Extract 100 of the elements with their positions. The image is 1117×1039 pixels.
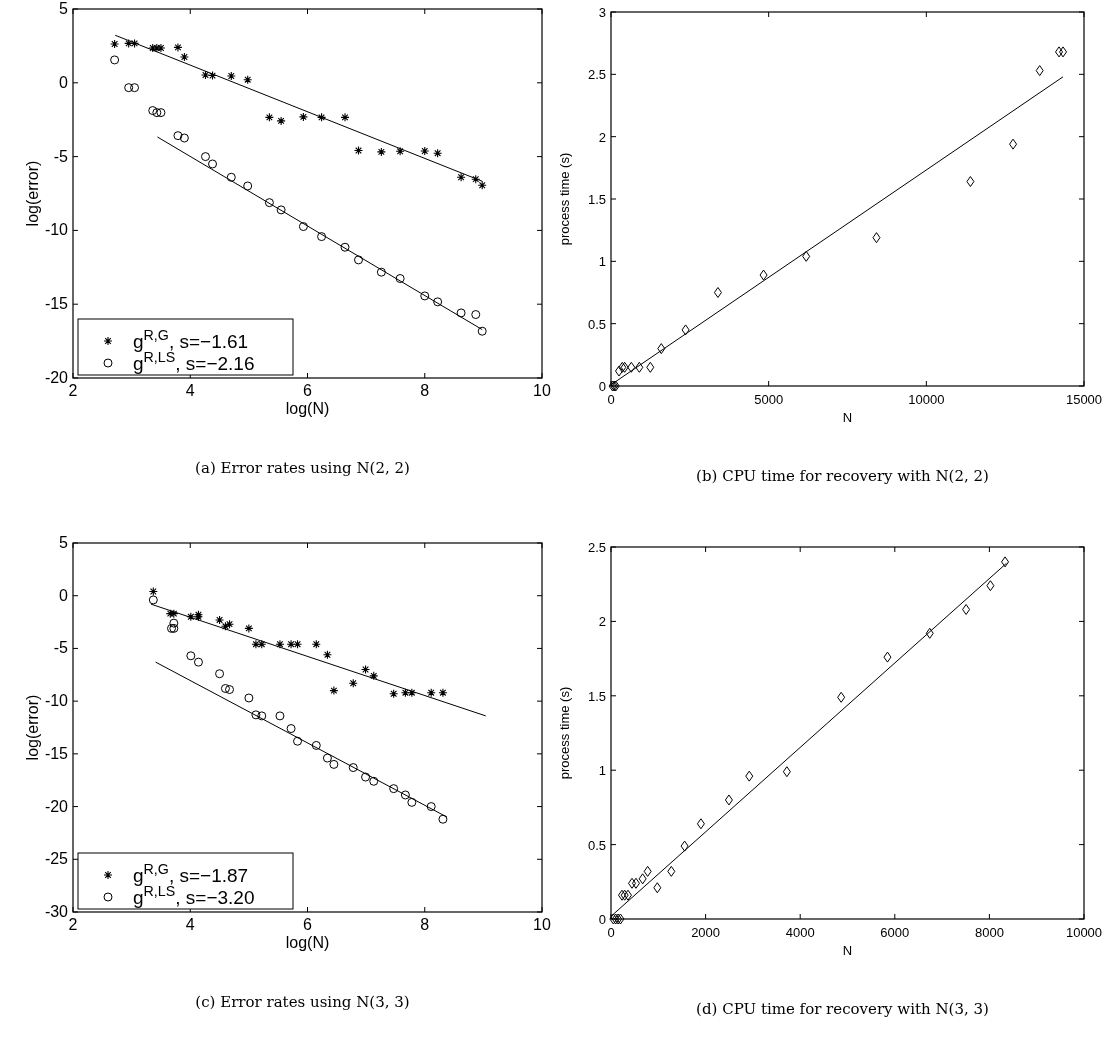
x-tick-label: 8 — [420, 916, 430, 933]
point — [395, 274, 405, 284]
point — [276, 205, 286, 215]
point — [635, 361, 644, 373]
point — [173, 42, 183, 52]
y-tick-label: 0.5 — [587, 837, 606, 853]
point — [369, 671, 379, 681]
y-tick-label: 0 — [59, 586, 69, 604]
y-tick-label: 1 — [598, 763, 606, 779]
x-tick-label: 6000 — [880, 925, 910, 940]
point — [1055, 46, 1064, 58]
point — [226, 172, 236, 182]
x-axis-title: N — [842, 410, 853, 425]
point — [293, 736, 303, 746]
point — [348, 763, 358, 773]
point — [608, 380, 617, 392]
point — [389, 784, 399, 794]
y-tick-label: -20 — [44, 369, 69, 386]
point — [124, 83, 134, 93]
point — [340, 112, 350, 122]
point — [471, 174, 481, 184]
point — [179, 133, 189, 143]
point — [298, 222, 308, 232]
point — [220, 683, 230, 693]
point — [361, 772, 371, 782]
x-tick-label: 10 — [533, 382, 551, 399]
point — [215, 669, 225, 679]
y-tick-label: 1.5 — [587, 192, 606, 207]
point — [225, 685, 235, 695]
point — [782, 766, 791, 778]
point — [400, 790, 410, 800]
y-tick-label: -15 — [44, 744, 69, 762]
point — [925, 627, 934, 639]
point — [179, 52, 189, 62]
point — [638, 873, 647, 885]
point — [395, 146, 405, 156]
point — [646, 361, 655, 373]
point — [276, 116, 286, 126]
point — [311, 639, 321, 649]
point — [244, 623, 254, 633]
x-tick-label: 4 — [185, 382, 195, 399]
x-tick-label: 4 — [185, 916, 195, 933]
point — [173, 131, 183, 141]
y-tick-label: 1.5 — [587, 688, 606, 704]
point — [1009, 138, 1018, 150]
point — [148, 595, 158, 605]
point — [426, 802, 436, 812]
y-tick-label: -5 — [53, 639, 69, 657]
point — [667, 865, 676, 877]
point — [156, 43, 166, 53]
text: (d) CPU time for recovery with N(3, 3) — [696, 1000, 989, 1018]
point — [477, 326, 487, 336]
point — [264, 112, 274, 122]
point — [207, 71, 218, 81]
y-tick-label: 2.5 — [587, 67, 606, 83]
point — [311, 740, 321, 750]
x-tick-label: 10 — [533, 916, 551, 933]
point — [317, 112, 327, 122]
point — [353, 146, 364, 156]
y-axis-title: process time (s) — [557, 152, 572, 246]
text: (b) CPU time for recovery with N(2, 2) — [696, 467, 989, 485]
point — [1059, 46, 1068, 58]
y-tick-label: 5 — [59, 534, 69, 551]
point — [745, 770, 754, 782]
point — [420, 291, 430, 301]
y-tick-label: -15 — [44, 295, 69, 313]
point — [317, 232, 327, 242]
point — [322, 753, 332, 763]
point — [376, 267, 386, 277]
point — [438, 688, 448, 698]
y-axis-title: process time (s) — [557, 686, 572, 780]
point — [369, 776, 379, 786]
point — [193, 657, 203, 667]
point — [986, 580, 995, 592]
point — [657, 343, 666, 355]
point — [110, 55, 120, 65]
point — [620, 889, 629, 901]
point — [653, 882, 662, 894]
point — [962, 604, 971, 615]
point — [802, 250, 811, 262]
x-tick-label: 5000 — [754, 392, 784, 407]
text: (a) Error rates using N(2, 2) — [195, 459, 410, 477]
point — [329, 759, 339, 769]
point — [110, 39, 120, 49]
point — [329, 686, 339, 696]
point — [681, 324, 690, 336]
y-tick-label: -5 — [53, 147, 69, 165]
point — [165, 609, 175, 619]
y-tick-label: 2 — [598, 614, 606, 630]
point — [186, 651, 196, 661]
point — [275, 639, 285, 649]
point — [200, 70, 211, 80]
point — [243, 75, 253, 85]
point — [433, 297, 443, 307]
point — [152, 108, 162, 118]
point — [420, 146, 430, 156]
y-tick-label: 3 — [598, 5, 606, 20]
point — [322, 650, 332, 660]
point — [456, 308, 466, 318]
point — [696, 818, 705, 830]
